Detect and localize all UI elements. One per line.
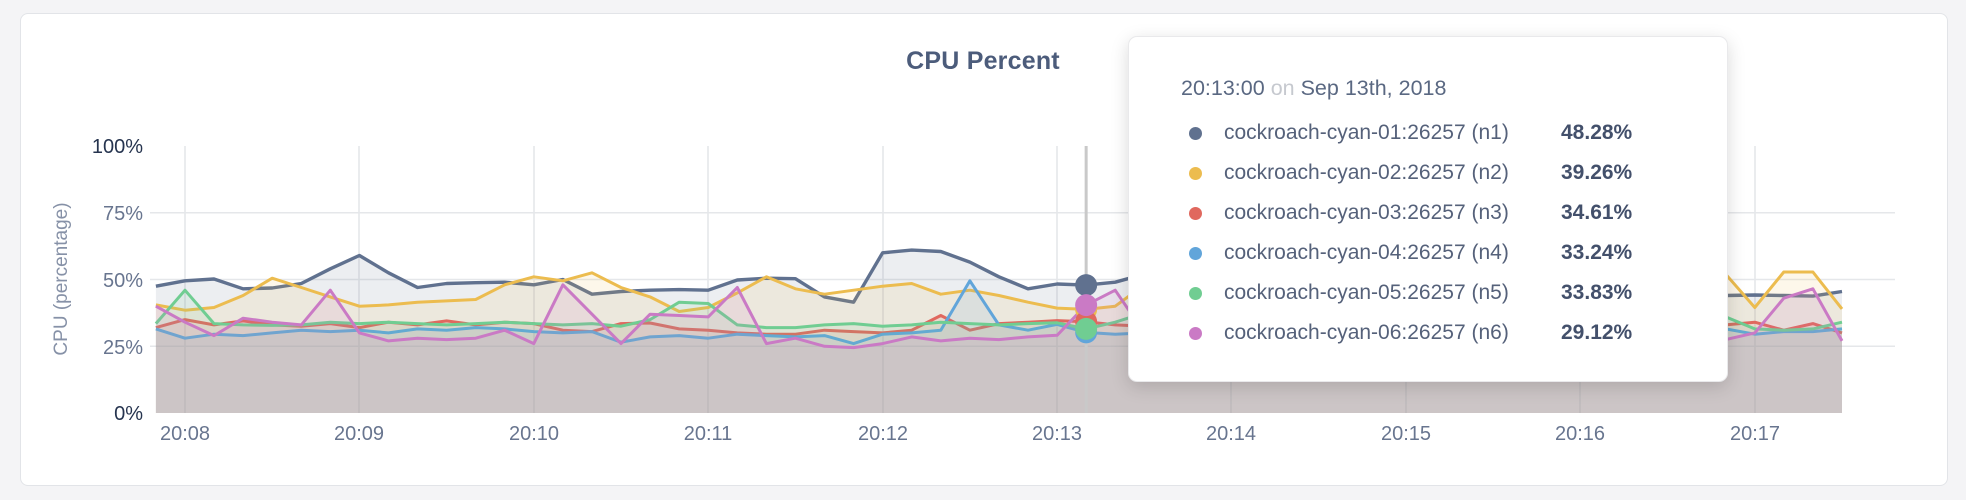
x-axis-tick-label: 20:15 [1381,423,1431,445]
chart-title: CPU Percent [906,47,1060,75]
series-name: cockroach-cyan-04:26257 (n4) [1224,241,1509,264]
x-axis-tick-label: 20:10 [509,423,559,445]
tooltip-conjunction: on [1270,76,1295,100]
x-axis-tick-label: 20:16 [1555,423,1605,445]
tooltip-series-row: cockroach-cyan-05:26257 (n5) 33.83% [1181,273,1699,313]
y-axis-tick-label: 25% [103,337,143,359]
series-name: cockroach-cyan-02:26257 (n2) [1224,161,1509,184]
x-axis-tick-label: 20:09 [334,423,384,445]
x-axis-tick-label: 20:08 [160,423,210,445]
series-color-dot-icon [1189,326,1202,340]
series-name: cockroach-cyan-06:26257 (n6) [1224,321,1509,344]
y-axis-tick-label: 0% [114,403,143,425]
tooltip-timestamp: 20:13:00 on Sep 13th, 2018 [1181,75,1699,101]
x-axis-tick-label: 20:14 [1206,423,1256,445]
series-area-n5 [155,290,1842,413]
tooltip-series-row: cockroach-cyan-06:26257 (n6) 29.12% [1181,313,1699,353]
tooltip-series-row: cockroach-cyan-04:26257 (n4) 33.24% [1181,233,1699,273]
hover-dot-n6 [1075,294,1098,317]
series-color-dot-icon [1189,166,1202,180]
tooltip-series-row: cockroach-cyan-01:26257 (n1) 48.28% [1181,113,1699,153]
hover-dot-n5 [1075,317,1098,340]
y-axis-tick-label: 100% [92,136,143,158]
hover-dot-n1 [1075,274,1098,297]
tooltip-series-row: cockroach-cyan-03:26257 (n3) 34.61% [1181,193,1699,233]
x-axis-tick-label: 20:11 [684,423,733,445]
y-axis-tick-label: 50% [103,270,143,292]
series-value: 34.61% [1561,201,1633,224]
series-color-dot-icon [1189,286,1202,300]
series-color-dot-icon [1189,126,1202,140]
tooltip-series-row: cockroach-cyan-02:26257 (n2) 39.26% [1181,153,1699,193]
series-value: 39.26% [1561,161,1633,184]
x-axis-tick-label: 20:17 [1730,423,1780,445]
series-value: 48.28% [1561,121,1633,144]
series-value: 33.24% [1561,241,1633,264]
tooltip-time: 20:13:00 [1181,76,1265,100]
series-value: 29.12% [1561,321,1633,344]
x-axis-tick-label: 20:12 [858,423,908,445]
tooltip-series-rows: cockroach-cyan-01:26257 (n1) 48.28% cockro… [1181,113,1699,353]
series-name: cockroach-cyan-01:26257 (n1) [1224,121,1509,144]
x-axis-tick-label: 20:13 [1032,423,1082,445]
hover-tooltip: 20:13:00 on Sep 13th, 2018 cockroach-cya… [1128,36,1728,382]
series-color-dot-icon [1189,246,1202,260]
series-value: 33.83% [1561,281,1633,304]
series-name: cockroach-cyan-03:26257 (n3) [1224,201,1509,224]
series-name: cockroach-cyan-05:26257 (n5) [1224,281,1509,304]
y-axis-tick-label: 75% [103,203,143,225]
tooltip-date: Sep 13th, 2018 [1300,76,1447,100]
series-color-dot-icon [1189,206,1202,220]
